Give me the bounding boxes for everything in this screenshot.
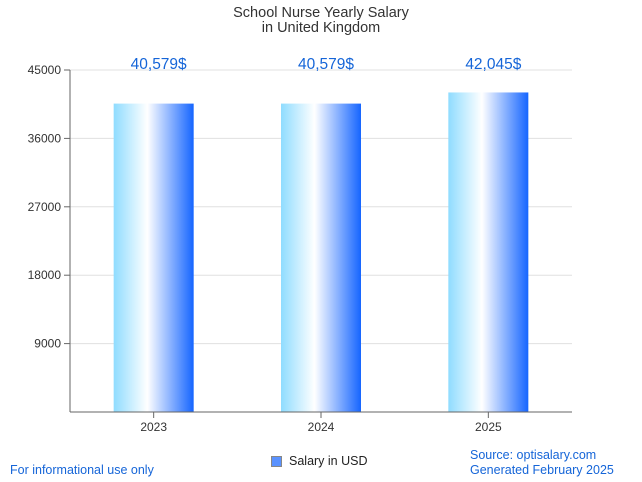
x-tick-label: 2024 — [308, 420, 335, 434]
bar[interactable] — [281, 103, 361, 412]
legend[interactable]: Salary in USD — [271, 454, 368, 468]
bar[interactable] — [113, 103, 194, 412]
bars — [113, 92, 529, 412]
footer-disclaimer: For informational use only — [10, 463, 154, 477]
y-tick-label: 9000 — [34, 337, 61, 351]
legend-label: Salary in USD — [289, 454, 368, 468]
y-tick-label: 18000 — [28, 268, 62, 282]
y-tick-label: 36000 — [28, 131, 62, 145]
footer-source: Source: optisalary.com — [470, 448, 597, 462]
x-axis-ticks: 2023 2024 2025 — [140, 412, 502, 434]
bar[interactable] — [448, 92, 529, 412]
y-tick-label: 45000 — [28, 63, 62, 77]
data-label: 40,579$ — [298, 56, 354, 73]
chart-title-line-2: in United Kingdom — [262, 20, 381, 36]
x-tick-label: 2025 — [475, 420, 502, 434]
y-axis-ticks: 45000 36000 27000 18000 9000 — [28, 63, 70, 351]
legend-swatch — [271, 455, 282, 467]
data-label: 42,045$ — [465, 56, 521, 73]
chart-title-line-1: School Nurse Yearly Salary — [233, 5, 409, 21]
footer-generated: Generated February 2025 — [470, 463, 614, 477]
x-tick-label: 2023 — [140, 420, 167, 434]
data-labels: 40,579$ 40,579$ 42,045$ — [131, 56, 522, 73]
y-tick-label: 27000 — [28, 200, 62, 214]
data-label: 40,579$ — [131, 56, 187, 73]
